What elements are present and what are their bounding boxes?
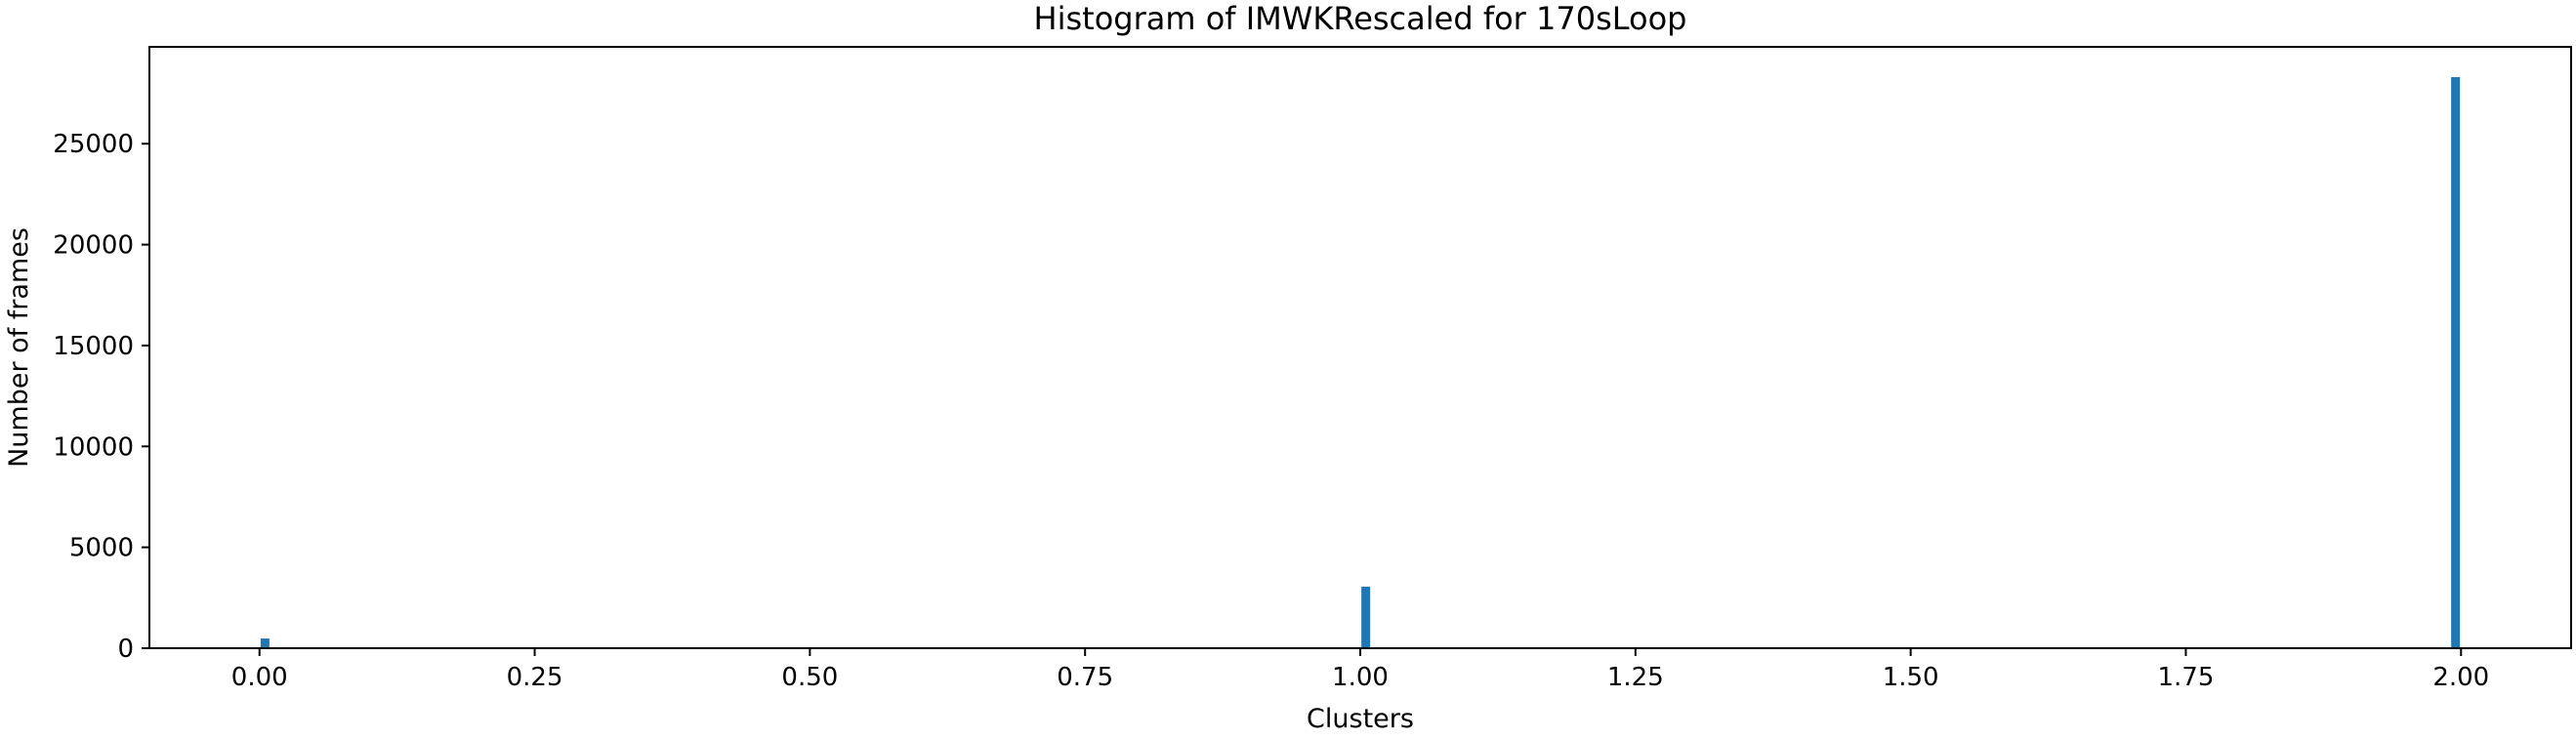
y-axis: 0 5000 10000 15000 20000 25000 xyxy=(53,130,149,664)
x-tick-label: 0.25 xyxy=(507,663,563,692)
x-tick-label: 1.25 xyxy=(1607,663,1664,692)
histogram-bar xyxy=(260,638,270,648)
y-tick-label: 10000 xyxy=(53,432,134,462)
y-axis-label: Number of frames xyxy=(4,227,34,468)
x-tick-label: 0.75 xyxy=(1057,663,1113,692)
x-tick-label: 1.75 xyxy=(2158,663,2215,692)
y-tick-label: 0 xyxy=(117,635,134,664)
histogram-bar xyxy=(2451,77,2461,648)
x-tick-label: 2.00 xyxy=(2432,663,2489,692)
plot-frame xyxy=(148,46,2572,649)
y-tick-label: 25000 xyxy=(53,130,134,159)
histogram-bar xyxy=(1361,586,1371,648)
x-axis: 0.00 0.25 0.50 0.75 1.00 1.25 1.50 1.75 2.00 xyxy=(231,648,2489,692)
x-tick-label: 1.00 xyxy=(1332,663,1389,692)
x-tick-label: 0.00 xyxy=(231,663,288,692)
x-tick-label: 1.50 xyxy=(1883,663,1939,692)
x-axis-label: Clusters xyxy=(1307,704,1414,734)
x-tick-label: 0.50 xyxy=(781,663,838,692)
y-tick-label: 5000 xyxy=(69,534,134,563)
y-tick-label: 20000 xyxy=(53,231,134,261)
y-tick-label: 15000 xyxy=(53,332,134,361)
plot-area xyxy=(260,77,2461,648)
chart-title: Histogram of IMWKRescaled for 170sLoop xyxy=(1034,0,1687,37)
